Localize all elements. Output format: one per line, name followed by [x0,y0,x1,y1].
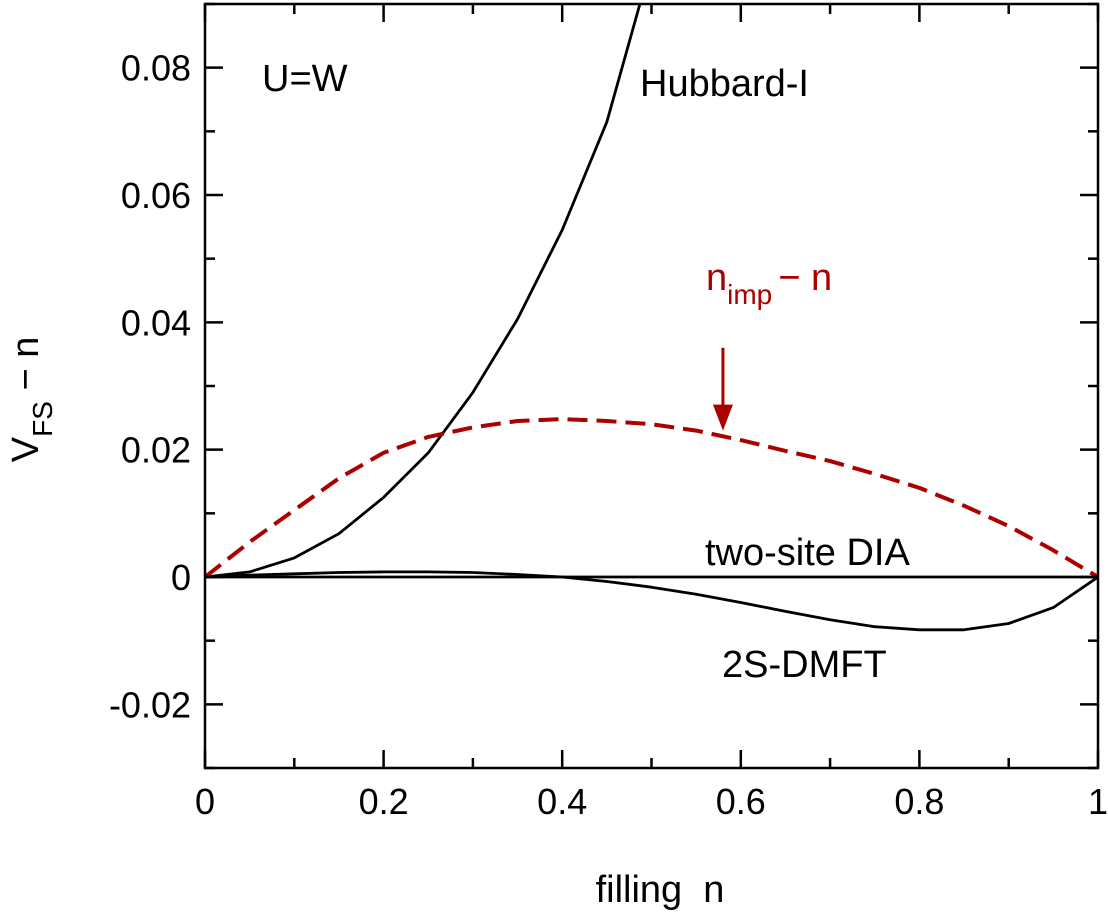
plot-frame [203,2,1100,770]
n-imp-main: n [706,257,727,299]
y-tick-label: 0.08 [121,48,191,89]
y-axis-title-tail: − n [5,337,47,401]
arrow-head [712,404,733,431]
2s-dmft-label: 2S-DMFT [722,644,887,686]
series-line-2s-dmft [205,570,1098,632]
n-imp-sub: imp [727,279,772,310]
two-site-dia-label: two-site DIA [705,532,910,574]
y-tick-label: 0.04 [121,302,191,343]
y-axis-title-sub: FS [27,401,58,437]
x-tick-label: 1 [1088,781,1108,822]
n-imp-label: nimp − n [706,257,832,310]
y-tick-label: 0.06 [121,175,191,216]
x-tick-label: 0.6 [716,781,766,822]
n-imp-tail: − n [778,257,832,299]
y-tick-label: 0 [171,557,191,598]
series-line-n-imp-n [205,417,1098,579]
x-tick-label: 0.2 [359,781,409,822]
hubbard-i-label: Hubbard-I [640,63,809,105]
labels-layer: 0 0.2 0.4 0.6 0.8 1 -0.02 0 0.02 0.04 0.06 0.08 [109,48,1108,822]
series-layer [205,4,1098,632]
y-tick-label: -0.02 [109,684,191,725]
y-axis-title-main: V [5,436,47,462]
ticks-layer [203,2,1100,770]
y-tick-label: 0.02 [121,430,191,471]
x-tick-label: 0 [195,781,215,822]
x-tick-label: 0.8 [894,781,944,822]
series-line-hubbard-i [205,4,642,579]
panel-label: U=W [262,58,348,100]
x-tick-label: 0.4 [537,781,587,822]
y-axis-title: VFS − n [5,305,58,515]
x-axis-title: filling n [596,869,725,911]
